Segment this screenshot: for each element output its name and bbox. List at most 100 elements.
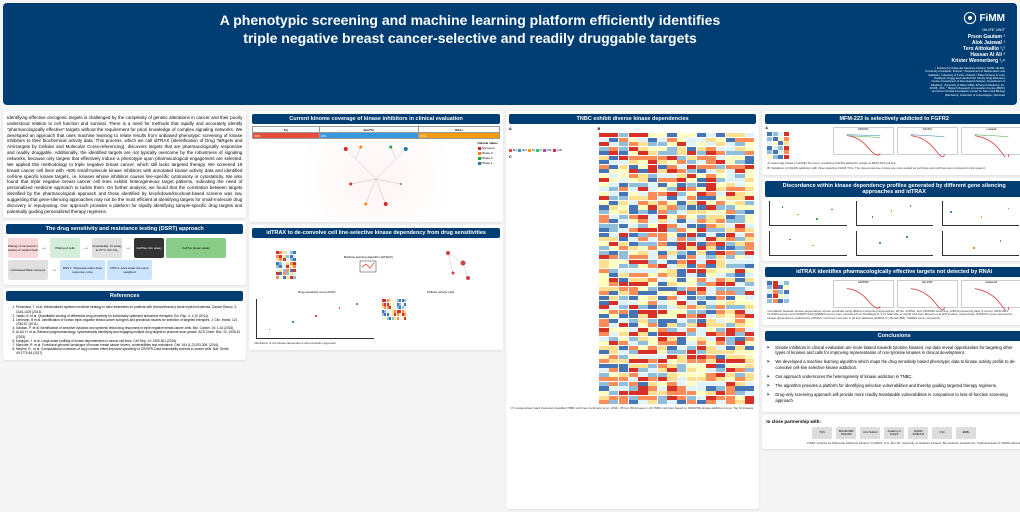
tnbc-right: B: [597, 126, 756, 406]
akt3-chart: Ipatasertib: [961, 280, 1020, 308]
ref-8: Meyers, R., et al. Computational correct…: [16, 347, 241, 355]
logo-embl: EMBL: [956, 427, 976, 439]
disc-a: [769, 201, 846, 226]
akt1-chart: AZD5363: [833, 280, 894, 308]
wf-green: CellTox Green assay: [166, 238, 226, 258]
logo-area: FiMM HiLIFE UNIT Prson Gautam ¹ Alok Jai…: [925, 11, 1005, 97]
clinical-legend: Clinical status Approved Phase 3 Phase 2…: [478, 141, 498, 165]
references-panel: References Pemovska, T. et al. Individua…: [3, 288, 246, 360]
mfm223-b: AZD4547 FGF401 Lucitanib: [832, 126, 1020, 161]
azd-chart: AZD4547: [833, 127, 894, 155]
wf-plate: Cell-based Plate conveyor: [8, 260, 48, 280]
tnbc-caption: 47 unsupervised ward clustered classifie…: [509, 406, 757, 412]
subtype-legend: BL1 BL2 IM M MSL LAR: [509, 149, 596, 152]
rnai-panel: idTRAX identifies pharmacologically effe…: [762, 264, 1020, 325]
tnbc-content: A BL1 BL2 IM M MSL LAR C: [509, 126, 757, 406]
wf-dss1: DSS 1: Total area under dose response cu…: [60, 260, 105, 280]
disc-e: [856, 231, 933, 256]
arrow-icon: →: [50, 260, 58, 280]
mfm-cap-b: B) Validation of FGFR2 addiction with th…: [765, 166, 1020, 172]
flow-labels: Drug sensitivity score (DSS) Inhibitor a…: [252, 290, 500, 294]
tnbc-left: A BL1 BL2 IM M MSL LAR C: [509, 126, 596, 406]
luci-chart: Lucitanib: [961, 127, 1020, 155]
conc-1: Kinase inhibitors in clinical evaluation…: [767, 345, 1020, 357]
ref-5: Al-Ali, H. et al. Rational polypharmacol…: [16, 330, 241, 338]
col-2: Current kinome coverage of kinase inhibi…: [249, 111, 503, 509]
disc-c: [942, 201, 1019, 226]
refs-title: References: [6, 291, 243, 301]
arrow-icon: →: [82, 238, 90, 258]
idtrax-bottom: [252, 297, 500, 341]
rnai-b: AZD5363 MK-2206 Ipatasertib: [832, 279, 1020, 309]
logo-sj: SIGRID JUSÉLIUS: [908, 427, 928, 439]
scatter-slope: [256, 299, 373, 339]
conc-4: The algorithm provides a platform for id…: [767, 383, 1020, 389]
content-grid: Identifying effective oncogenic targets …: [0, 108, 1020, 512]
logo-csc: CSC: [932, 427, 952, 439]
conc-5: Drug-only screening approach will provid…: [767, 392, 1020, 404]
partners-panel: In close partnership with: HUS BIOCENTER…: [762, 415, 1020, 450]
footer-text: FIMM: Institute for Molecular Medicine F…: [765, 441, 1020, 447]
refs-list: Pemovska, T. et al. Individualized syste…: [6, 303, 243, 357]
logo-hus: HUS: [812, 427, 832, 439]
logo-uh: Univ Helsinki: [860, 427, 880, 439]
rnai-title: idTRAX identifies pharmacologically effe…: [765, 267, 1020, 277]
fgf-chart: FGF401: [897, 127, 958, 155]
conclusions-list: Kinase inhibitors in clinical evaluation…: [765, 343, 1020, 409]
poster-header: A phenotypic screening and machine learn…: [3, 3, 1017, 105]
tnbc-heatmap-b: [597, 131, 756, 406]
dsrt-title: The drug sensitivity and resistance test…: [6, 224, 243, 234]
wf-glo: CellTiter-Glo assay: [134, 238, 164, 258]
logo-af: Academy of Finland: [884, 427, 904, 439]
arrow-icon: →: [40, 238, 48, 258]
conc-2: We developed a machine learning algorith…: [767, 359, 1020, 371]
mfm223-title: MFM-223 is selectively addicted to FGFR2: [765, 114, 1020, 124]
tnbc-heatmap-a: [509, 133, 596, 147]
dsrt-panel: The drug sensitivity and resistance test…: [3, 221, 246, 285]
kinome-table: TyrSer/ThrOther 59%18%23%: [252, 126, 500, 139]
title-line1: A phenotypic screening and machine learn…: [15, 11, 925, 29]
wf-cells: Plating of cells: [50, 238, 80, 258]
akt2-chart: MK-2206: [897, 280, 958, 308]
abstract-panel: Identifying effective oncogenic targets …: [3, 111, 246, 218]
idtrax-panel: idTRAX to de-convolve cell line-selectiv…: [249, 225, 503, 350]
rnai-a: [765, 279, 829, 309]
logo-sub: HiLIFE UNIT: [982, 27, 1005, 32]
akt-heatmap: [765, 279, 829, 305]
dendrogram-icon: [252, 139, 500, 219]
partners-row: HUS BIOCENTER FINLAND Univ Helsinki Acad…: [765, 425, 1020, 441]
kinome-panel: Current kinome coverage of kinase inhibi…: [249, 111, 503, 222]
disc-f: [942, 231, 1019, 256]
kinome-title: Current kinome coverage of kinase inhibi…: [252, 114, 500, 124]
disc-b: [856, 201, 933, 226]
conclusions-panel: Conclusions Kinase inhibitors in clinica…: [762, 328, 1020, 412]
ml-block: Machine learning algorithm (idTRAX): [344, 255, 393, 275]
col-3: TNBC exhibit diverse kinase dependencies…: [506, 111, 760, 509]
idtrax-title: idTRAX to de-convolve cell line-selectiv…: [252, 228, 500, 238]
discordance-panel: Discordance within kinase dependency pro…: [762, 178, 1020, 261]
rnai-row: AZD5363 MK-2206 Ipatasertib: [765, 279, 1020, 309]
dss-heatmap: [274, 249, 299, 281]
title-block: A phenotypic screening and machine learn…: [15, 11, 925, 47]
ref-1: Pemovska, T. et al. Individualized syste…: [16, 305, 241, 313]
wf-plating: Plating of compound + testing of medium/…: [8, 238, 38, 258]
wf-assay: Acoustically, 72 assay at 37°C, 5% CO₂: [92, 238, 122, 258]
logo-bio: BIOCENTER FINLAND: [836, 427, 856, 439]
kinome-tree: Clinical status Approved Phase 3 Phase 2…: [252, 139, 500, 219]
conc-3: Our approach underscores the heterogenei…: [767, 374, 1020, 380]
conc-title: Conclusions: [765, 331, 1020, 341]
fimm-logo: FiMM: [963, 11, 1005, 25]
fgfr-heatmap: [765, 130, 829, 161]
authors: Prson Gautam ¹ Alok Jaiswal ¹ Tero Aitto…: [951, 34, 1005, 64]
mfm223-a: A: [765, 126, 829, 161]
ref-3: Lehmann, B et al. Identification of huma…: [16, 318, 241, 326]
logo-icon: [963, 11, 977, 25]
tnbc-heatmap-c: [509, 161, 596, 177]
mfm223-row: A AZD4547: [765, 126, 1020, 161]
tnbc-panel: TNBC exhibit diverse kinase dependencies…: [506, 111, 760, 509]
col-4: MFM-223 is selectively addicted to FGFR2…: [762, 111, 1020, 509]
affiliations: ¹ Institute for Molecular Medicine Finla…: [925, 67, 1005, 97]
disc-scatters: [765, 199, 1020, 258]
title-line2: triple negative breast cancer-selective …: [15, 29, 925, 47]
partners-title: In close partnership with:: [765, 418, 1020, 425]
